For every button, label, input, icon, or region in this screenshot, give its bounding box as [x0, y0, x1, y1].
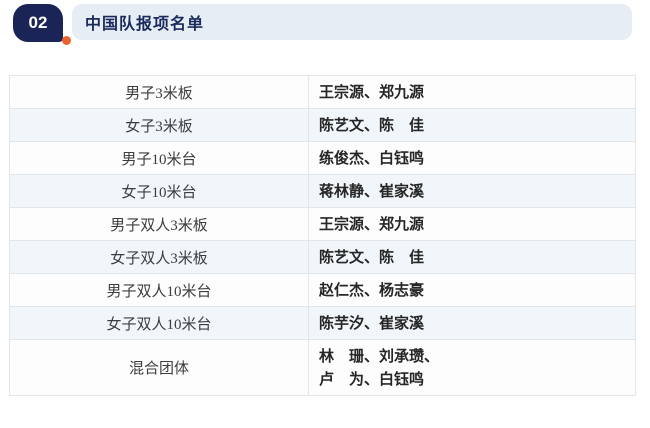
- athlete-line: 练俊杰、白钰鸣: [319, 149, 425, 167]
- athletes-cell: 陈艺文、陈 佳: [309, 241, 635, 273]
- athletes-cell: 练俊杰、白钰鸣: [309, 142, 635, 174]
- athlete-line: 王宗源、郑九源: [319, 215, 425, 233]
- athletes-cell: 陈芋汐、崔家溪: [309, 307, 635, 339]
- event-cell: 男子10米台: [10, 142, 309, 174]
- athlete-line: 卢 为、白钰鸣: [319, 370, 425, 388]
- table-row: 女子双人10米台 陈芋汐、崔家溪: [10, 307, 635, 340]
- table-row: 女子10米台 蒋林静、崔家溪: [10, 175, 635, 208]
- table-row: 男子10米台 练俊杰、白钰鸣: [10, 142, 635, 175]
- event-cell: 男子双人3米板: [10, 208, 309, 240]
- section-title: 中国队报项名单: [85, 16, 205, 33]
- event-cell: 女子双人3米板: [10, 241, 309, 273]
- event-cell: 混合团体: [10, 340, 309, 395]
- athlete-line: 陈芋汐、崔家溪: [319, 314, 425, 332]
- table-row: 男子3米板 王宗源、郑九源: [10, 76, 635, 109]
- table-row: 男子双人3米板 王宗源、郑九源: [10, 208, 635, 241]
- entry-list-table: 男子3米板 王宗源、郑九源 女子3米板 陈艺文、陈 佳 男子10米台 练俊杰、白…: [9, 75, 636, 396]
- athletes-cell: 王宗源、郑九源: [309, 208, 635, 240]
- athletes-cell: 赵仁杰、杨志豪: [309, 274, 635, 306]
- event-cell: 女子10米台: [10, 175, 309, 207]
- athletes-cell: 王宗源、郑九源: [309, 76, 635, 108]
- athlete-line: 王宗源、郑九源: [319, 83, 425, 101]
- accent-dot: [62, 36, 71, 45]
- table-row: 女子双人3米板 陈艺文、陈 佳: [10, 241, 635, 274]
- event-cell: 男子3米板: [10, 76, 309, 108]
- athlete-line: 陈艺文、陈 佳: [319, 248, 425, 266]
- table-row: 混合团体 林 珊、刘承瓒、 卢 为、白钰鸣: [10, 340, 635, 395]
- athletes-cell: 陈艺文、陈 佳: [309, 109, 635, 141]
- table-row: 女子3米板 陈艺文、陈 佳: [10, 109, 635, 142]
- table-row: 男子双人10米台 赵仁杰、杨志豪: [10, 274, 635, 307]
- athlete-line: 林 珊、刘承瓒、: [319, 347, 440, 365]
- event-cell: 女子双人10米台: [10, 307, 309, 339]
- section-title-bar: 中国队报项名单: [72, 4, 632, 40]
- athlete-line: 赵仁杰、杨志豪: [319, 281, 425, 299]
- athletes-cell: 林 珊、刘承瓒、 卢 为、白钰鸣: [309, 340, 635, 395]
- athlete-line: 陈艺文、陈 佳: [319, 116, 425, 134]
- athlete-line: 蒋林静、崔家溪: [319, 182, 425, 200]
- section-number: 02: [28, 13, 48, 32]
- section-number-badge: 02: [13, 4, 63, 42]
- event-cell: 女子3米板: [10, 109, 309, 141]
- event-cell: 男子双人10米台: [10, 274, 309, 306]
- athletes-cell: 蒋林静、崔家溪: [309, 175, 635, 207]
